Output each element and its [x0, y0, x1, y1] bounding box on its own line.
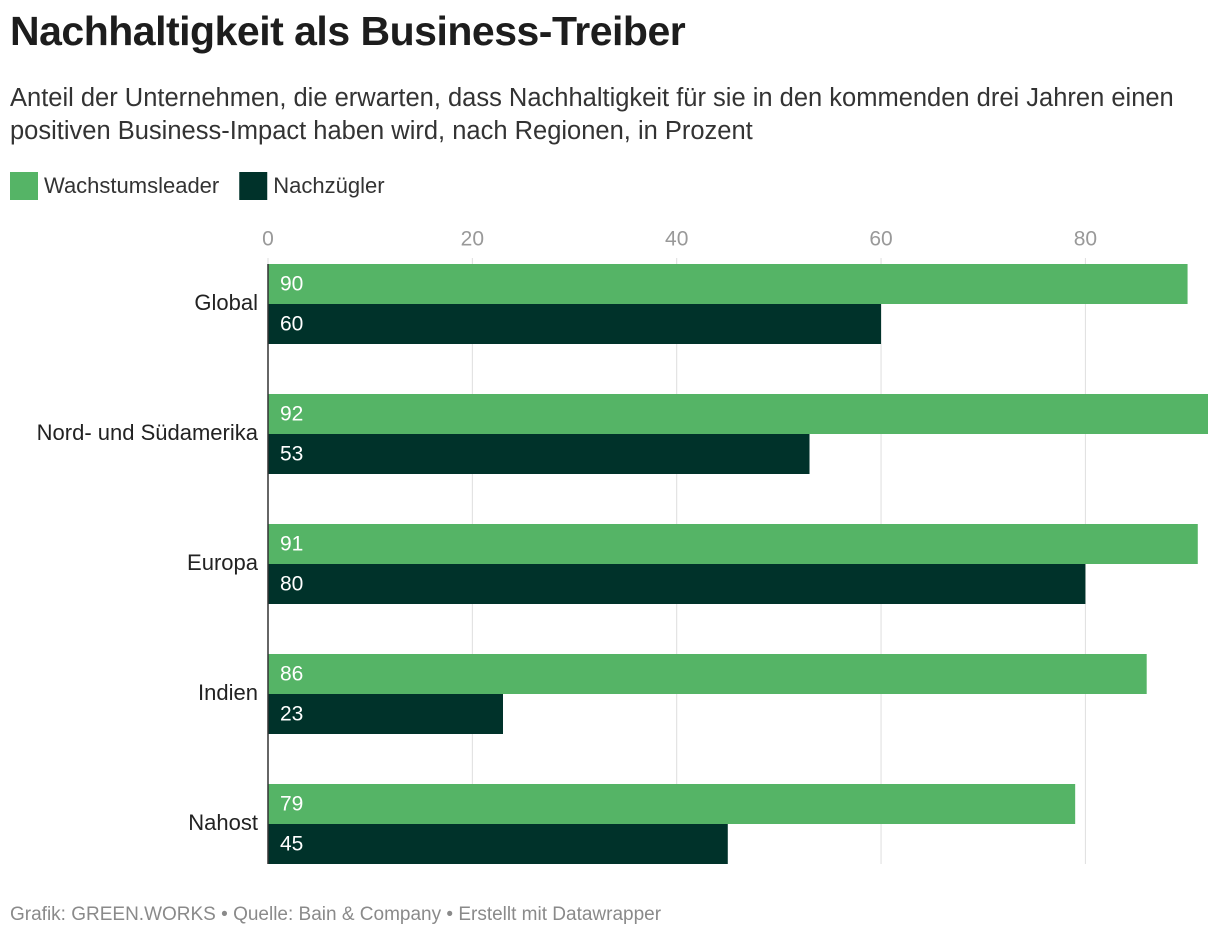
chart-title: Nachhaltigkeit als Business-Treiber	[10, 8, 686, 54]
value-label: 53	[280, 443, 303, 466]
value-label: 90	[280, 273, 303, 296]
bar	[268, 524, 1198, 564]
legend-swatch	[239, 172, 268, 200]
x-tick-label: 0	[262, 228, 274, 251]
bar	[268, 564, 1086, 604]
x-tick-label: 20	[461, 228, 484, 251]
category-label: Europa	[187, 550, 259, 575]
bar	[268, 264, 1188, 304]
value-label: 92	[280, 403, 303, 426]
value-label: 79	[280, 793, 303, 816]
category-label: Indien	[198, 680, 258, 705]
value-label: 91	[280, 533, 303, 556]
category-label: Global	[194, 290, 258, 315]
category-label: Nahost	[188, 810, 258, 835]
bar	[268, 394, 1208, 434]
value-label: 23	[280, 703, 303, 726]
value-label: 45	[280, 833, 303, 856]
x-tick-label: 80	[1074, 228, 1097, 251]
bar	[268, 304, 882, 344]
x-tick-label: 60	[869, 228, 892, 251]
bar	[268, 694, 503, 734]
bar	[268, 784, 1076, 824]
value-label: 80	[280, 573, 303, 596]
x-tick-label: 40	[665, 228, 688, 251]
legend-label: Wachstumsleader	[44, 173, 219, 198]
legend-label: Nachzügler	[273, 173, 384, 198]
bar	[268, 434, 810, 474]
value-label: 60	[280, 313, 303, 336]
chart-subtitle: Anteil der Unternehmen, die erwarten, da…	[10, 84, 1174, 145]
category-label: Nord- und Südamerika	[37, 420, 259, 445]
bar	[268, 824, 728, 864]
value-label: 86	[280, 663, 303, 686]
footer: Grafik: GREEN.WORKS • Quelle: Bain & Com…	[10, 904, 662, 925]
bar	[268, 654, 1147, 694]
legend-swatch	[10, 172, 38, 200]
